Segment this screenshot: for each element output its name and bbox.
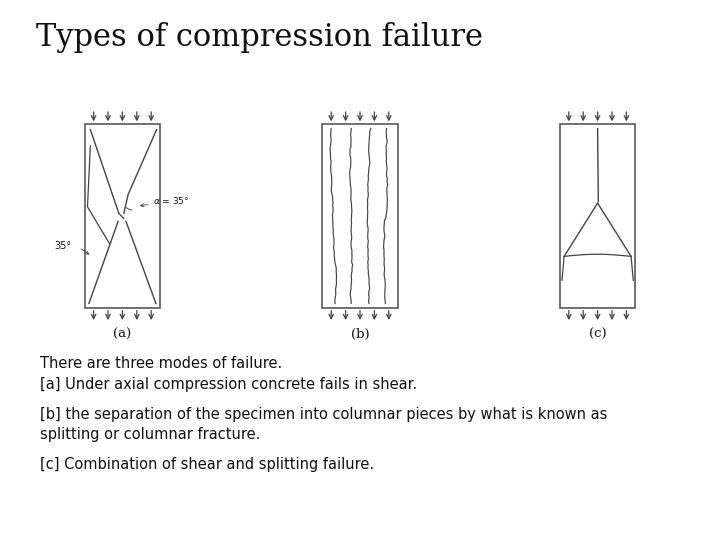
Text: [a] Under axial compression concrete fails in shear.: [a] Under axial compression concrete fai… [40,377,417,392]
Text: (a): (a) [113,327,132,341]
Bar [560,124,636,308]
Text: [c] Combination of shear and splitting failure.: [c] Combination of shear and splitting f… [40,457,374,472]
Text: $\alpha$ = 35°: $\alpha$ = 35° [140,195,189,207]
Text: 35°: 35° [55,241,71,251]
Bar [323,124,397,308]
Text: splitting or columnar fracture.: splitting or columnar fracture. [40,427,260,442]
Text: (c): (c) [589,327,606,341]
Text: There are three modes of failure.: There are three modes of failure. [40,356,282,372]
Bar [85,124,160,308]
Text: (b): (b) [351,327,369,341]
Text: [b] the separation of the specimen into columnar pieces by what is known as: [b] the separation of the specimen into … [40,407,607,422]
Text: Types of compression failure: Types of compression failure [36,22,483,52]
